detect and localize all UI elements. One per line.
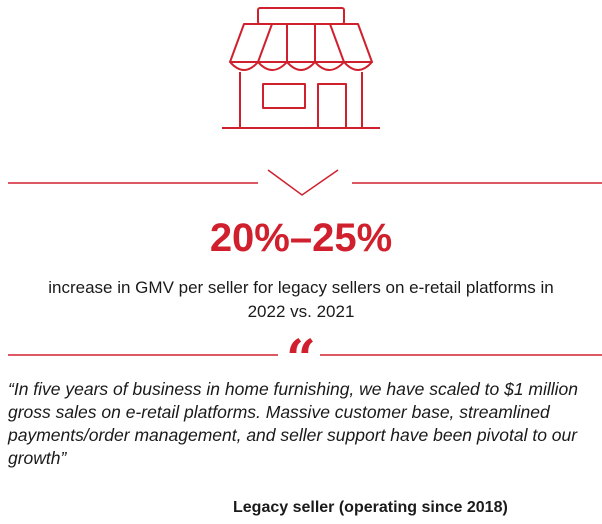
chevron-divider xyxy=(8,169,602,196)
stat: 20%–25% xyxy=(209,216,393,260)
quote-mark: “ xyxy=(286,329,316,390)
quote: “In five years of business in home furni… xyxy=(8,379,579,468)
attribution: Legacy seller (operating since 2018) xyxy=(233,499,508,516)
description: increase in GMV per seller for legacy se… xyxy=(48,278,554,321)
store-icon xyxy=(222,7,380,129)
